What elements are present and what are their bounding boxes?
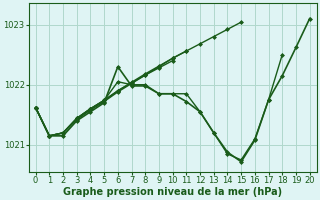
X-axis label: Graphe pression niveau de la mer (hPa): Graphe pression niveau de la mer (hPa) bbox=[63, 187, 282, 197]
